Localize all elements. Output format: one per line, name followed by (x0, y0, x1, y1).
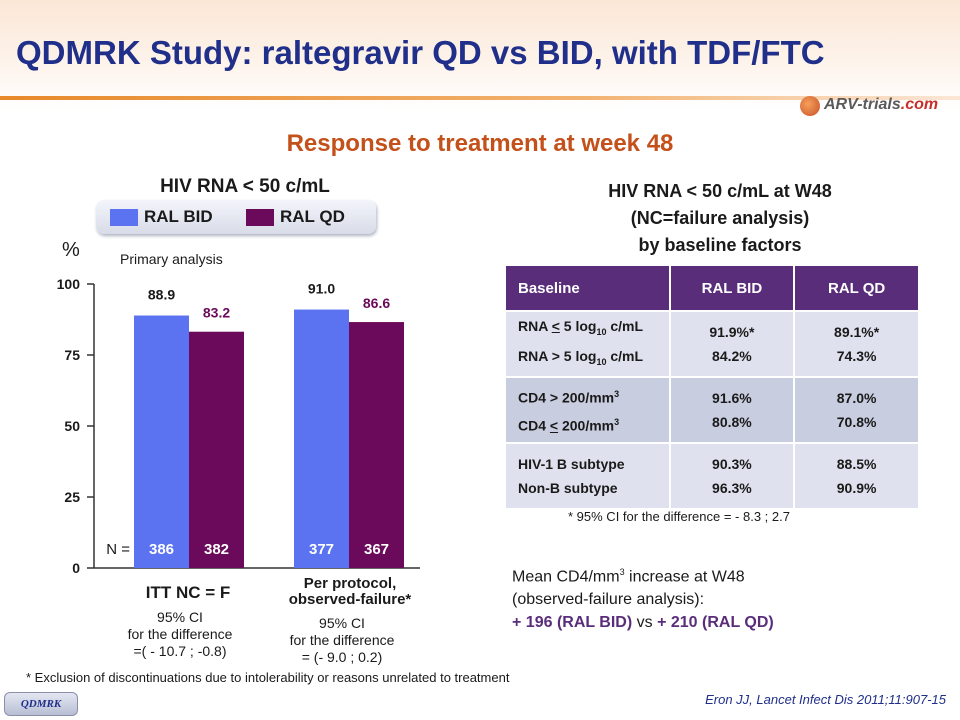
x-category-label: Per protocol, (304, 575, 397, 592)
legend-swatch-bid (110, 209, 138, 226)
legend-label-bid: RAL BID (144, 207, 213, 226)
baseline-cell: RNA < 5 log10 c/mL RNA > 5 log10 c/mL (506, 310, 671, 377)
bar-chart: 0 25 50 75 100% Primary analysis 88.9 386 91.0 37… (57, 239, 420, 665)
citation: Eron JJ, Lancet Infect Dis 2011;11:907-1… (705, 692, 946, 707)
y-tick-label: 75 (64, 347, 80, 363)
slide-title: QDMRK Study: raltegravir QD vs BID, with… (16, 34, 825, 71)
table-title-line-2: (NC=failure analysis) (630, 208, 810, 228)
bid-value: 80.8% (712, 414, 752, 430)
baseline-cell: CD4 > 200/mm3 CD4 < 200/mm3 (506, 376, 671, 443)
table-row: HIV-1 B subtype Non-B subtype 90.3% 96.3… (506, 442, 920, 508)
qd-value: 87.0% (836, 390, 877, 406)
bid-cell: 91.6% 80.8% (669, 376, 796, 443)
n-value-label: 377 (309, 541, 334, 558)
baseline-cell: HIV-1 B subtype Non-B subtype (506, 442, 671, 508)
logo-suffix: .com (900, 96, 939, 113)
rna-high-label: RNA > 5 log10 c/mL (518, 348, 644, 367)
study-badge: QDMRK (4, 692, 78, 716)
y-tick-label: 100 (57, 276, 81, 292)
header-ral-qd: RAL QD (794, 266, 920, 311)
header-baseline: Baseline (506, 266, 671, 311)
ci-note: for the difference (128, 626, 233, 642)
cd4-vs: vs (636, 614, 653, 632)
ci-note: = (- 9.0 ; 0.2) (302, 649, 383, 665)
table-title-line-1: HIV RNA < 50 c/mL at W48 (608, 181, 832, 201)
data-label: 83.2 (203, 305, 230, 321)
cd4-bid-label: (RAL BID) (556, 614, 633, 632)
chart-legend: RAL BID RAL QD (96, 200, 376, 234)
ci-note: 95% CI (319, 615, 365, 631)
baseline-table: Baseline RAL BID RAL QD RNA < 5 log10 c/… (506, 266, 920, 508)
qd-cell: 88.5% 90.9% (794, 442, 920, 508)
qd-value: 70.8% (836, 414, 877, 430)
table-footnote: * 95% CI for the difference = - 8.3 ; 2.… (568, 509, 790, 524)
table-title-line-3: by baseline factors (638, 235, 802, 255)
bid-value: 84.2% (712, 348, 752, 364)
rna-low-label: RNA < 5 log10 c/mL (518, 318, 644, 337)
bid-value: 96.3% (712, 480, 752, 496)
bar-bid-1 (134, 315, 189, 568)
title-rule (0, 96, 960, 100)
data-label: 91.0 (308, 281, 335, 297)
x-category-label: ITT NC = F (146, 583, 231, 602)
legend-label-qd: RAL QD (280, 207, 345, 226)
arv-trials-logo: ARV-trials.com (800, 94, 950, 118)
qd-value: 74.3% (836, 348, 877, 364)
legend-swatch-qd (246, 209, 274, 226)
bid-value: 91.6% (712, 390, 752, 406)
data-label: 88.9 (148, 287, 175, 303)
slide-footnote: * Exclusion of discontinuations due to i… (26, 670, 510, 685)
table-title: HIV RNA < 50 c/mL at W48 (NC=failure ana… (510, 178, 930, 259)
header-ral-bid: RAL BID (669, 266, 796, 311)
qd-value: 89.1%* (834, 324, 880, 340)
qd-value: 90.9% (836, 480, 877, 496)
cd4-line-3: + 196 (RAL BID) vs + 210 (RAL QD) (512, 611, 774, 634)
table-row: CD4 > 200/mm3 CD4 < 200/mm3 91.6% 80.8% … (506, 376, 920, 443)
n-value-label: 367 (364, 541, 389, 558)
y-axis-label: % (62, 239, 80, 261)
ci-note: 95% CI (157, 609, 203, 625)
logo-dot-icon (800, 96, 820, 116)
subtype-b-label: HIV-1 B subtype (518, 456, 625, 472)
chart-title: HIV RNA < 50 c/mL (160, 176, 330, 197)
bar-qd-2 (349, 322, 404, 568)
logo-prefix: ARV-trials (824, 96, 901, 113)
section-title: Response to treatment at week 48 (286, 130, 674, 157)
n-prefix-label: N = (106, 541, 130, 558)
y-tick-label: 25 (64, 489, 80, 505)
bid-value: 91.9%* (709, 324, 755, 340)
table-header-row: Baseline RAL BID RAL QD (506, 266, 920, 311)
qd-cell: 87.0% 70.8% (794, 376, 920, 443)
bid-cell: 91.9%* 84.2% (669, 310, 796, 377)
cd4-bid-value: + 196 (512, 614, 553, 632)
header-background (0, 0, 960, 110)
table-row: RNA < 5 log10 c/mL RNA > 5 log10 c/mL 91… (506, 310, 920, 377)
ci-note: =( - 10.7 ; -0.8) (134, 643, 227, 659)
cd4-high-label: CD4 > 200/mm3 (518, 389, 620, 406)
y-tick-label: 50 (64, 418, 80, 434)
bid-cell: 90.3% 96.3% (669, 442, 796, 508)
n-value-label: 386 (149, 541, 174, 558)
cd4-line-2: (observed-failure analysis): (512, 591, 705, 609)
n-value-label: 382 (204, 541, 229, 558)
cd4-summary: Mean CD4/mm3 increase at W48 (observed-f… (512, 561, 774, 634)
ci-note: for the difference (290, 632, 395, 648)
qd-value: 88.5% (836, 456, 877, 472)
subtype-nonb-label: Non-B subtype (518, 480, 618, 496)
y-tick-label: 0 (72, 560, 80, 576)
cd4-low-label: CD4 < 200/mm3 (518, 417, 620, 434)
cd4-qd-label: (RAL QD) (702, 614, 774, 632)
bid-value: 90.3% (712, 456, 752, 472)
x-category-label: observed-failure* (289, 591, 412, 608)
cd4-qd-value: + 210 (657, 614, 698, 632)
qd-cell: 89.1%* 74.3% (794, 310, 920, 377)
bar-bid-2 (294, 309, 349, 568)
bar-qd-1 (189, 331, 244, 568)
data-label: 86.6 (363, 295, 390, 311)
cd4-line-1: Mean CD4/mm3 increase at W48 (512, 567, 745, 586)
primary-analysis-annotation: Primary analysis (120, 251, 223, 267)
logo-text: ARV-trials.com (824, 96, 938, 114)
